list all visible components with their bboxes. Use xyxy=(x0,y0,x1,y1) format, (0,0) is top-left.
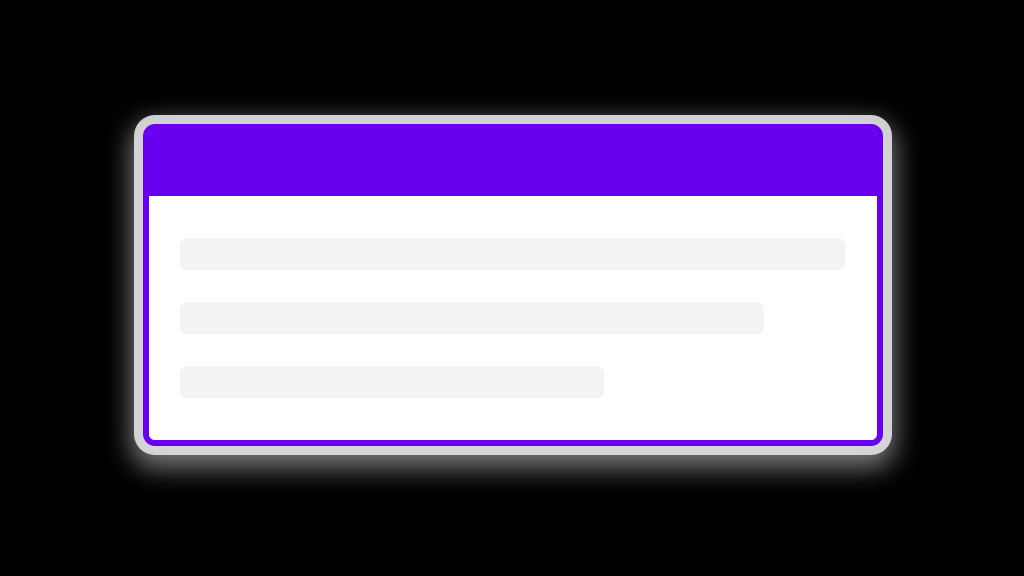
card-body xyxy=(149,196,877,440)
loading-skeleton-card xyxy=(143,124,883,446)
skeleton-line xyxy=(180,302,764,334)
card-header xyxy=(149,130,877,196)
skeleton-line xyxy=(180,366,604,398)
card-header-title xyxy=(149,130,877,196)
skeleton-line xyxy=(180,238,845,270)
